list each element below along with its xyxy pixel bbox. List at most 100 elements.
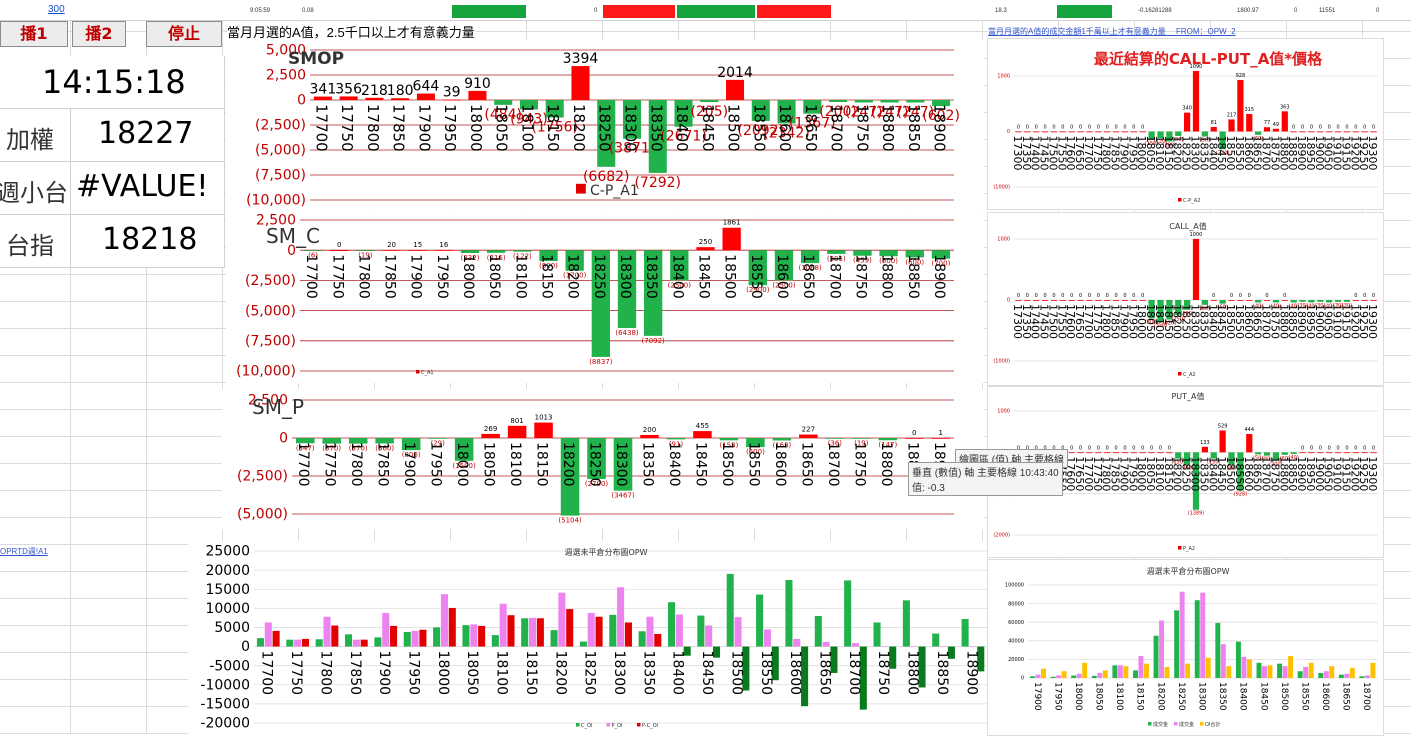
bar [726, 79, 745, 100]
bar [622, 100, 642, 139]
top-cell-a[interactable]: 300 [48, 4, 65, 15]
x-tick-label: 19000 [1313, 456, 1326, 491]
x-tick-label: 18500 [728, 651, 744, 696]
bar-OI合計 [1288, 656, 1294, 678]
x-tick-label: 18250 [591, 254, 607, 299]
x-tick-label: 18700 [846, 651, 862, 696]
y-tick-label: (2,500) [255, 118, 306, 134]
bar-成交金 [1097, 672, 1103, 678]
x-tick-label: 18100 [518, 104, 536, 152]
quote-value-cell-3 [71, 215, 225, 268]
bar [1148, 300, 1155, 319]
bar-C_OI [345, 634, 353, 647]
x-tick-label: 17900 [1117, 136, 1130, 171]
legend-swatch [637, 723, 641, 727]
data-label: 0 [1097, 125, 1100, 131]
stop-button[interactable]: 停止 [146, 21, 222, 47]
vol-chart-panel[interactable]: 100000 80000 60000 40000 20000 0 17900 17950 180… [987, 559, 1384, 736]
quote-value-cell-2 [71, 162, 225, 215]
data-label: 0 [1345, 445, 1348, 451]
bar [1086, 131, 1093, 133]
bar [1281, 300, 1288, 301]
bar-OI合計 [1246, 659, 1252, 678]
x-tick-label: 18750 [1268, 304, 1281, 339]
bar [1059, 131, 1066, 133]
data-label: 0 [1052, 445, 1055, 451]
x-tick-label: 19100 [1331, 456, 1344, 491]
y-tick-label: 20000 [1008, 657, 1024, 663]
put-a-chart-panel[interactable]: 10000(1000)(2000)000000000000000000(150)… [987, 386, 1384, 558]
bar-C_OI [550, 630, 558, 647]
cp-a2-chart-panel[interactable]: 1000 0 (1000) 0 0 0 0 0 0 0 0 0 0 0 0 0 0 0 (150) (120) (180… [987, 38, 1384, 210]
data-label: 0 [1132, 293, 1135, 299]
bar [878, 438, 898, 441]
x-tick-label: 18550 [1233, 304, 1246, 339]
data-label: 0 [1141, 293, 1144, 299]
bar-P-C_OI [478, 625, 486, 647]
data-label: (232) [461, 254, 480, 262]
x-tick-label: 19250 [1357, 456, 1370, 491]
bar [906, 100, 925, 103]
data-label: 341 [310, 82, 337, 98]
data-label: (40) [1306, 303, 1316, 309]
oi-chart-panel[interactable]: 25000 20000 15000 10000 5000 0 -5000 -10000 -150… [188, 541, 1024, 734]
bar [931, 437, 951, 439]
data-label: 0 [1132, 445, 1135, 451]
bar [1263, 127, 1271, 132]
bar-P-C_OI [448, 607, 456, 647]
y-tick-label: (1000) [993, 185, 1010, 191]
sm-c-chart-panel[interactable]: 2,500 0 (2,500) (5,000) (7,500) (10,000) (6) 0 (… [226, 211, 984, 383]
bar-成交金 [1262, 666, 1267, 678]
x-tick-label: 18450 [699, 651, 715, 696]
bar-成交金 [1117, 665, 1123, 678]
bar-P-C_OI [977, 646, 985, 672]
data-label: 0 [1079, 125, 1082, 131]
smop-chart-panel[interactable]: 5,000 2,500 0 (2,500) (5,000) (7,500) (10,000)… [226, 40, 984, 210]
header-note: 當月月選的A值，2.5千口以上才有意義力量 [227, 22, 475, 41]
data-label: (8837) [589, 358, 613, 366]
x-tick-label: 18500 [722, 254, 738, 299]
x-tick-label: 19300 [1366, 456, 1379, 491]
x-tick-label: 19050 [1322, 456, 1335, 491]
data-label: 0 [1017, 125, 1020, 131]
x-tick-label: 18350 [1197, 456, 1210, 491]
bar [617, 250, 637, 328]
x-tick-label: 18850 [1286, 136, 1299, 171]
x-tick-label: 17700 [295, 442, 311, 487]
bar [1068, 131, 1075, 133]
bar-C_OI [462, 625, 470, 647]
sm-p-chart-panel[interactable]: 2,500 0 (2,500) (5,000) (347) (370) (370) (360)… [222, 389, 984, 529]
data-label: (300) [1180, 466, 1193, 472]
bar-P_OI [529, 617, 537, 647]
legend-entry: C-P_A2 [1183, 198, 1200, 204]
x-tick-label: 17900 [401, 442, 417, 487]
top-row-strip: 300 9:05:59 0.08 0 18.3 -0.16281288 1800… [0, 0, 1411, 21]
data-label: 0 [1017, 445, 1020, 451]
data-label: 0 [1061, 445, 1064, 451]
x-tick-label: 17350 [1020, 136, 1033, 171]
x-tick-label: 18400 [1206, 456, 1219, 491]
call-a-chart-panel[interactable]: 1000 0 (1000) 0 0 0 0 0 0 0 0 0 0 0 0 0 0 0 (300) (350) (320… [987, 212, 1384, 386]
opw-sheet-link[interactable]: OPRTD週!A1 [0, 547, 48, 556]
x-tick-label: 18400 [1206, 304, 1219, 339]
x-tick-label: 17400 [1029, 304, 1042, 339]
x-tick-label: 17900 [1032, 682, 1042, 711]
top-red-cell-1 [603, 5, 675, 18]
y-tick-label: 100000 [1005, 583, 1024, 589]
bar [322, 438, 341, 444]
bar [1148, 452, 1155, 454]
cp-a2-chart: 10000(1000)0 0 0 0 0 0 0 0 0 0 0 0 0 0 0(150)(120)(180… [993, 50, 1379, 204]
bar [1219, 300, 1226, 304]
data-label: (928) [1234, 492, 1247, 498]
data-label: 0 [1035, 445, 1038, 451]
bar [722, 227, 741, 251]
play1-button[interactable]: 播1 [0, 21, 68, 47]
right-header-link[interactable]: 當月月選的A值的成交金額1千萬以上才有意義力量 FROM：OPW_2 [988, 27, 1236, 36]
play2-button[interactable]: 播2 [72, 21, 126, 47]
bar [1255, 131, 1262, 135]
bar-P-C_OI [947, 646, 955, 659]
bar-C_OI [433, 627, 441, 647]
x-tick-label: 17750 [288, 651, 304, 696]
x-tick-label: 17750 [338, 104, 356, 152]
data-label: (1756) [531, 120, 578, 136]
